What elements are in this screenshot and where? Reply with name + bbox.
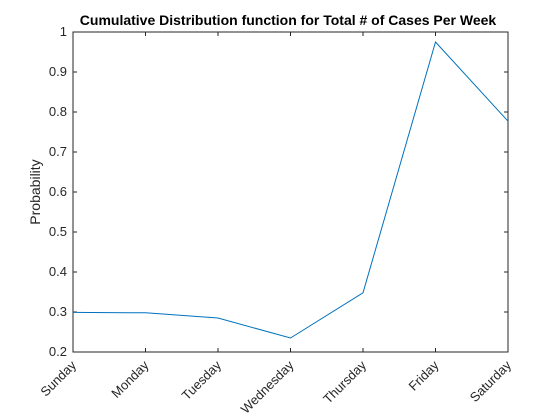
y-tick-label: 0.6 — [49, 184, 67, 199]
y-tick-label: 1 — [60, 24, 67, 39]
y-tick-label: 0.4 — [49, 264, 67, 279]
y-tick-label: 0.8 — [49, 104, 67, 119]
y-tick-label: 0.9 — [49, 64, 67, 79]
series-line — [72, 41, 509, 339]
y-tick-label: 0.5 — [49, 224, 67, 239]
y-axis-label: Probability — [27, 159, 43, 224]
y-tick-label: 0.7 — [49, 144, 67, 159]
plot-area — [72, 31, 509, 353]
chart-title: Cumulative Distribution function for Tot… — [80, 12, 497, 28]
y-tick-label: 0.3 — [49, 304, 67, 319]
y-axis-ticks: 0.2 0.3 0.4 0.5 0.6 0.7 0.8 0.9 1 — [49, 24, 508, 359]
y-tick-label: 0.2 — [49, 344, 67, 359]
